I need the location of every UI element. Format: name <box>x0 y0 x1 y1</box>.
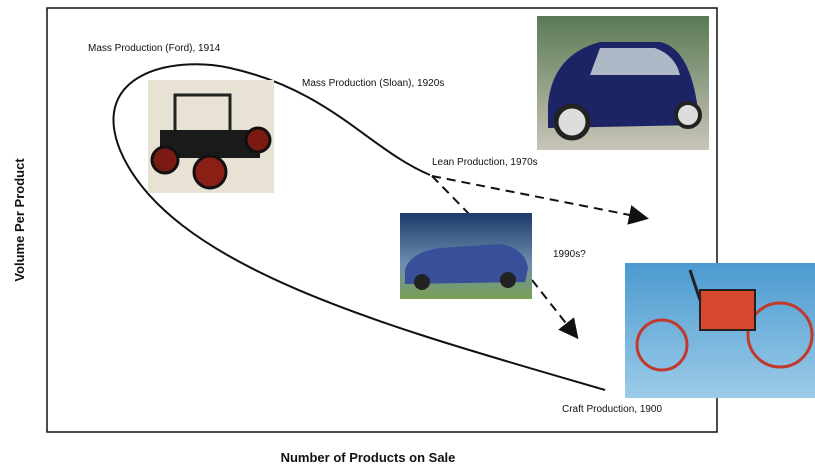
curve <box>112 63 606 391</box>
sloan-label: Mass Production (Sloan), 1920s <box>302 78 444 89</box>
frame <box>46 7 718 433</box>
arrow <box>431 175 649 225</box>
y-axis-label: Volume Per Product <box>12 158 27 282</box>
arrow <box>531 279 579 340</box>
ford-photo <box>148 80 274 193</box>
bmw-photo <box>400 213 532 299</box>
ford-label: Mass Production (Ford), 1914 <box>88 43 221 54</box>
lean-label: Lean Production, 1970s <box>432 157 538 168</box>
future-label: 1990s? <box>553 249 586 260</box>
smart-photo <box>537 16 709 150</box>
benz-photo <box>625 263 815 398</box>
x-axis-label: Number of Products on Sale <box>281 450 456 465</box>
arrow <box>431 175 471 216</box>
craft-label: Craft Production, 1900 <box>562 404 662 415</box>
